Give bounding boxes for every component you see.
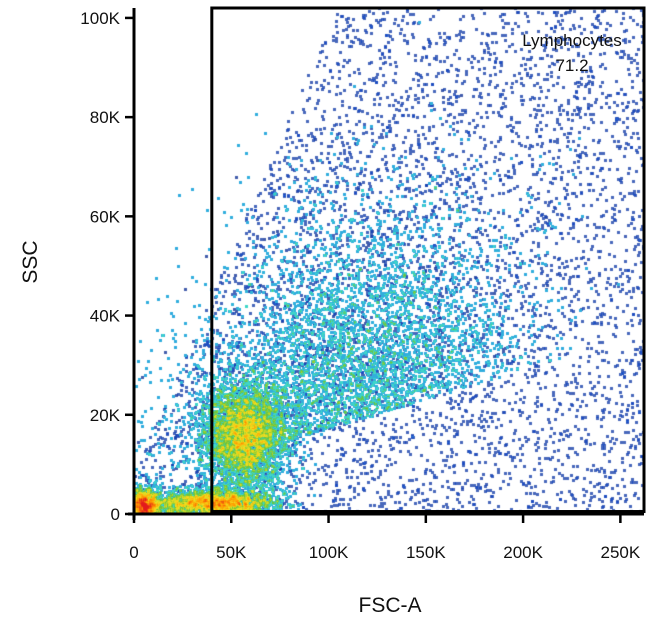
x-tick-label: 50K bbox=[216, 543, 247, 562]
x-tick-label: 100K bbox=[309, 543, 349, 562]
y-tick-label: 80K bbox=[90, 108, 121, 127]
x-axis-label: FSC-A bbox=[359, 594, 422, 617]
gate-rectangle bbox=[210, 6, 646, 514]
y-tick-label: 100K bbox=[80, 9, 120, 28]
y-tick-label: 20K bbox=[90, 406, 121, 425]
x-tick-label: 200K bbox=[503, 543, 543, 562]
x-tick-label: 150K bbox=[406, 543, 446, 562]
density-layer bbox=[134, 8, 644, 514]
y-tick-label: 40K bbox=[90, 307, 121, 326]
gate-percent-label: 71.2 bbox=[555, 56, 588, 75]
y-axis-label: SSC bbox=[19, 240, 42, 283]
x-tick-label: 0 bbox=[129, 543, 138, 562]
x-tick-label: 250K bbox=[601, 543, 641, 562]
gate-name-label: Lymphocytes bbox=[522, 31, 622, 50]
chart-marks: 0 20K 40K 60K 80K 100K 0 50K 100K 150K 200K 250K FSC… bbox=[19, 6, 646, 617]
y-tick-label: 60K bbox=[90, 207, 121, 226]
y-tick-label: 0 bbox=[111, 505, 120, 524]
density-canvas bbox=[134, 8, 644, 514]
